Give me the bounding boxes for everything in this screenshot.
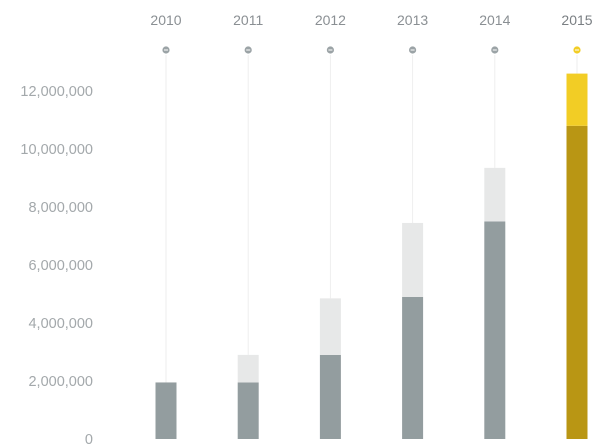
year-label[interactable]: 2015 — [561, 12, 592, 28]
year-axis: 2010 2011 2012 2013 2014 2015 — [150, 12, 593, 54]
bar-segment-top[interactable] — [237, 354, 259, 383]
y-tick-label: 4,000,000 — [28, 316, 93, 332]
year-guide-lines — [165, 55, 578, 383]
year-label[interactable]: 2013 — [397, 12, 428, 28]
bar-segment-base[interactable] — [237, 382, 259, 439]
bar-segment-top[interactable] — [402, 222, 424, 297]
year-label[interactable]: 2014 — [479, 12, 510, 28]
y-tick-label: 6,000,000 — [28, 258, 93, 274]
y-tick-label: 10,000,000 — [20, 142, 93, 158]
year-label[interactable]: 2011 — [233, 12, 263, 28]
year-label[interactable]: 2012 — [315, 12, 346, 28]
bars — [155, 73, 588, 440]
bar-segment-base[interactable] — [319, 354, 341, 439]
bar-segment-top[interactable] — [319, 298, 341, 355]
bar-segment-top[interactable] — [484, 167, 506, 222]
bar-segment-base[interactable] — [155, 382, 177, 439]
bar-segment-base[interactable] — [484, 221, 506, 440]
bar-segment-base[interactable] — [566, 125, 588, 440]
bar-segment-base[interactable] — [402, 296, 424, 439]
bar-segment-top[interactable] — [566, 73, 588, 126]
y-tick-label: 2,000,000 — [28, 374, 93, 390]
y-axis: 0 2,000,000 4,000,000 6,000,000 8,000,000 10,… — [20, 84, 93, 448]
y-tick-label: 0 — [85, 432, 93, 448]
y-tick-label: 8,000,000 — [28, 200, 93, 216]
y-tick-label: 12,000,000 — [20, 84, 93, 100]
year-label[interactable]: 2010 — [150, 12, 181, 28]
